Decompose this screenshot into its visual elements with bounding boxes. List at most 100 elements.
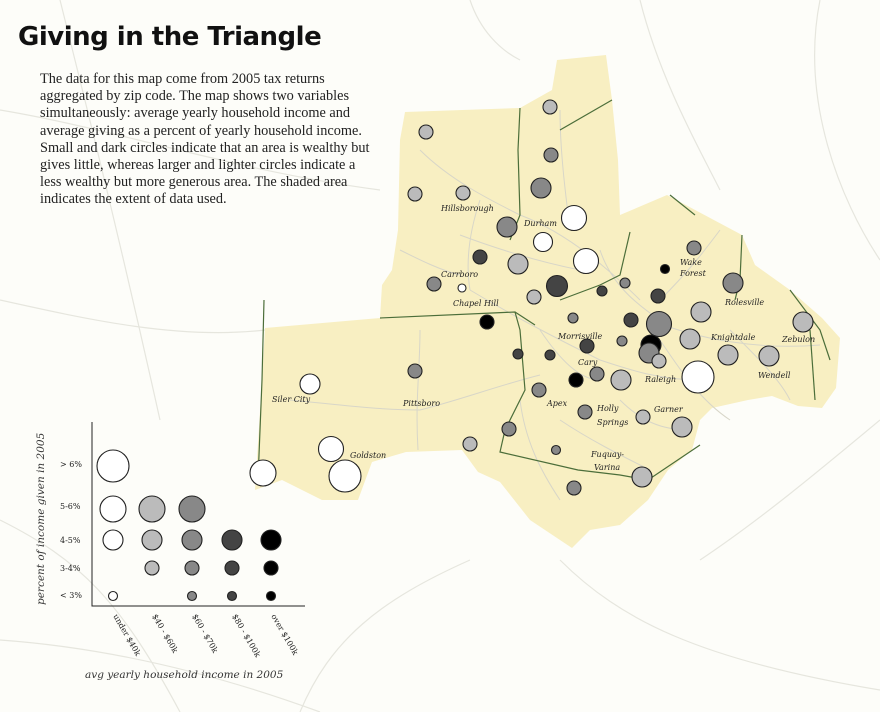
- zip-circle: [560, 204, 588, 232]
- zip-circle: [679, 328, 701, 350]
- town-label: Cary: [578, 358, 598, 367]
- zip-circle: [457, 283, 467, 293]
- legend-circle: [184, 560, 200, 576]
- zip-circle: [567, 312, 579, 324]
- zip-circle: [526, 289, 542, 305]
- zip-circle: [501, 421, 517, 437]
- town-label: Varina: [594, 463, 620, 472]
- legend-circle: [265, 590, 277, 602]
- data-extent-area: [255, 55, 840, 548]
- town-label: Wake: [680, 258, 702, 267]
- zip-circle: [407, 186, 423, 202]
- zip-circle: [690, 301, 712, 323]
- zip-circle: [722, 272, 744, 294]
- town-label: Zebulon: [781, 335, 815, 344]
- town-label: Raleigh: [644, 375, 676, 384]
- zip-circle: [619, 277, 631, 289]
- zip-circle: [717, 344, 739, 366]
- zip-circle: [544, 349, 556, 361]
- zip-circle: [681, 360, 715, 394]
- town-label: Holly: [596, 404, 619, 413]
- zip-circle: [455, 185, 471, 201]
- zip-circle: [635, 409, 651, 425]
- zip-circle: [596, 285, 608, 297]
- zip-circle: [530, 177, 552, 199]
- zip-circle: [328, 459, 362, 493]
- town-label: Springs: [597, 418, 628, 427]
- legend-circle: [224, 560, 240, 576]
- zip-circle: [531, 382, 547, 398]
- zip-circle: [659, 263, 671, 275]
- zip-circle: [426, 276, 442, 292]
- giving-tick-label: < 3%: [60, 591, 82, 600]
- zip-circle: [792, 311, 814, 333]
- legend-circle: [221, 529, 243, 551]
- zip-circle: [249, 459, 277, 487]
- legend-circle: [226, 590, 238, 602]
- zip-circle: [545, 274, 569, 298]
- zip-circle: [616, 335, 628, 347]
- zip-circle: [479, 314, 495, 330]
- town-label: Carrboro: [441, 270, 478, 279]
- legend-circle: [186, 590, 198, 602]
- legend-circle: [107, 590, 119, 602]
- data-area-roads: [289, 109, 821, 501]
- zip-circle: [631, 466, 653, 488]
- income-tick-label: $60 - $70k: [190, 613, 219, 655]
- town-label: Rolesville: [724, 298, 764, 307]
- town-label: Knightdale: [710, 333, 756, 342]
- zip-circle: [512, 348, 524, 360]
- zip-circle: [462, 436, 478, 452]
- zip-circle: [568, 372, 584, 388]
- legend-y-axis-label: percent of income given in 2005: [35, 432, 47, 605]
- income-tick-label: over $100k: [269, 613, 300, 657]
- zip-circle: [579, 338, 595, 354]
- town-label: Chapel Hill: [453, 299, 499, 308]
- zip-circle: [566, 480, 582, 496]
- town-label: Durham: [523, 219, 557, 228]
- legend-circle: [99, 495, 127, 523]
- zip-circle: [589, 366, 605, 382]
- zip-circle: [623, 312, 639, 328]
- zip-circle: [650, 288, 666, 304]
- town-label: Hillsborough: [440, 204, 494, 213]
- zip-circle: [572, 247, 600, 275]
- map-description: The data for this map come from 2005 tax…: [40, 71, 370, 208]
- legend-circle: [178, 495, 206, 523]
- town-label: Morrisville: [557, 332, 603, 341]
- zip-circle: [407, 363, 423, 379]
- town-labels: Hillsborough Durham Carrboro Chapel Hill…: [272, 204, 815, 472]
- zip-circle: [507, 253, 529, 275]
- zip-circle: [418, 124, 434, 140]
- legend-circles: [96, 449, 282, 602]
- zip-circle: [532, 231, 554, 253]
- zip-circle: [542, 99, 558, 115]
- zip-circle: [610, 369, 632, 391]
- town-label: Garner: [654, 405, 684, 414]
- legend-circle: [102, 529, 124, 551]
- town-label: Forest: [679, 269, 707, 278]
- legend-circle: [181, 529, 203, 551]
- zip-circle: [577, 404, 593, 420]
- town-label: Wendell: [758, 371, 791, 380]
- town-label: Pittsboro: [402, 399, 440, 408]
- town-label: Apex: [546, 399, 568, 408]
- town-label: Goldston: [350, 451, 386, 460]
- legend-circle: [144, 560, 160, 576]
- legend-circle: [260, 529, 282, 551]
- legend-circle: [141, 529, 163, 551]
- giving-tick-label: 4-5%: [60, 536, 81, 545]
- legend-x-axis-label: avg yearly household income in 2005: [85, 669, 284, 681]
- zip-circle: [550, 444, 562, 456]
- zip-circle: [299, 373, 321, 395]
- zip-circle: [472, 249, 488, 265]
- map-title: Giving in the Triangle: [18, 22, 322, 52]
- giving-tick-label: > 6%: [60, 460, 82, 469]
- legend-circle: [138, 495, 166, 523]
- zip-circles: [249, 99, 814, 496]
- zip-circle: [543, 147, 559, 163]
- giving-tick-label: 5-6%: [60, 502, 81, 511]
- zip-circle: [671, 416, 693, 438]
